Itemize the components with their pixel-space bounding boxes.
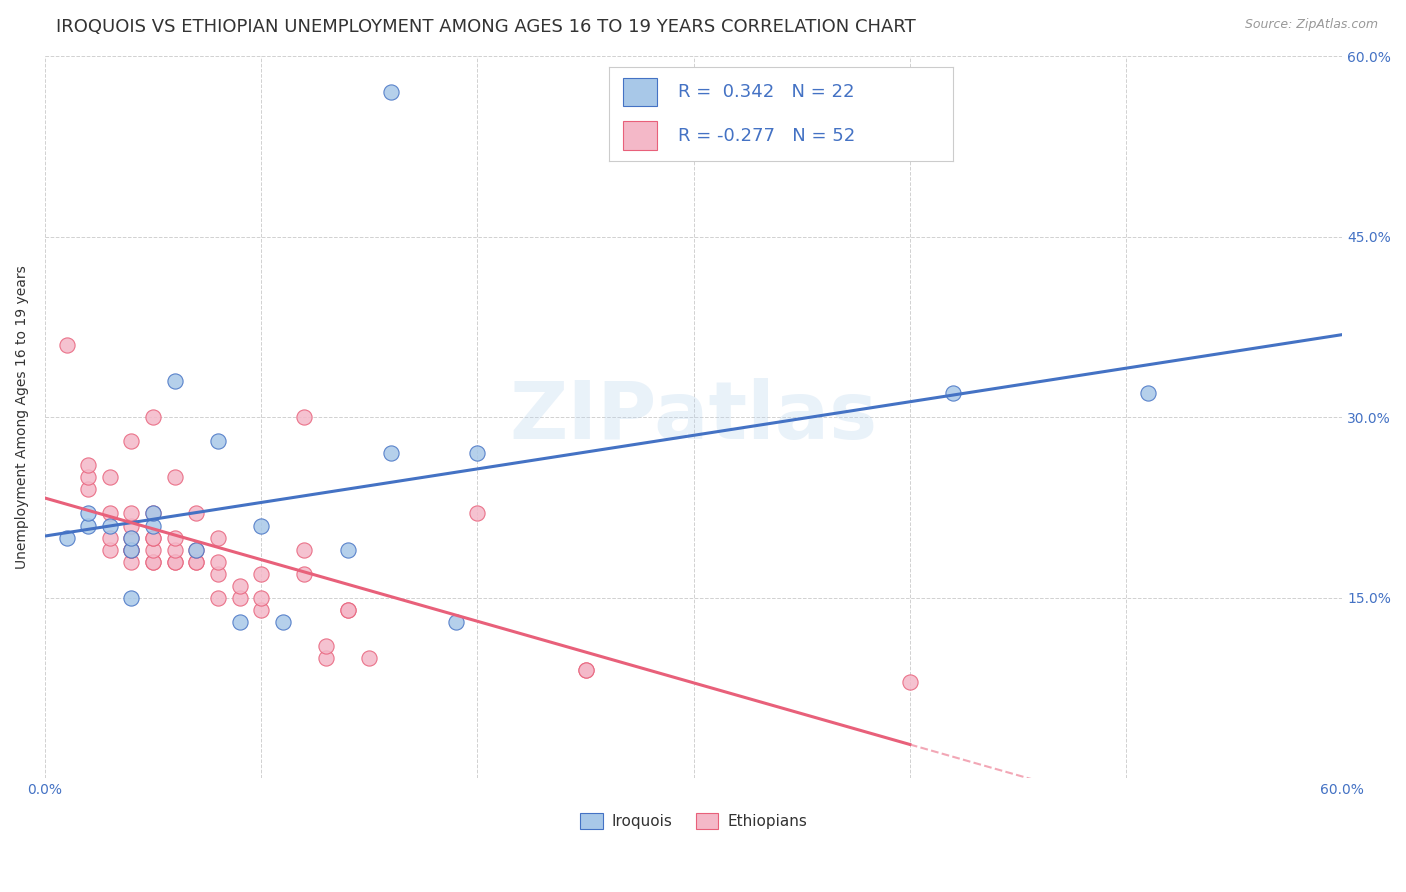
Point xyxy=(228,579,250,593)
Point xyxy=(98,542,121,557)
Point xyxy=(315,651,337,665)
Point xyxy=(98,507,121,521)
Point xyxy=(250,518,273,533)
Point xyxy=(294,566,316,581)
Point xyxy=(467,446,489,460)
Y-axis label: Unemployment Among Ages 16 to 19 years: Unemployment Among Ages 16 to 19 years xyxy=(15,265,30,569)
Point xyxy=(574,663,596,677)
Point xyxy=(120,531,142,545)
Point xyxy=(120,507,142,521)
Point xyxy=(77,458,100,473)
Point xyxy=(142,507,165,521)
Point xyxy=(163,374,186,388)
Point xyxy=(207,434,229,449)
Point xyxy=(207,566,229,581)
Point xyxy=(163,531,186,545)
Point xyxy=(359,651,381,665)
Point xyxy=(120,542,142,557)
Point xyxy=(250,591,273,605)
Point xyxy=(98,518,121,533)
Point xyxy=(163,470,186,484)
Point xyxy=(98,531,121,545)
Point xyxy=(120,555,142,569)
Point xyxy=(120,591,142,605)
Point xyxy=(142,507,165,521)
Point xyxy=(77,470,100,484)
Point xyxy=(467,507,489,521)
Point xyxy=(380,85,402,99)
Point xyxy=(77,483,100,497)
Point xyxy=(142,518,165,533)
Point xyxy=(163,555,186,569)
Point xyxy=(120,542,142,557)
Point xyxy=(55,531,77,545)
Point xyxy=(186,542,208,557)
Point xyxy=(186,555,208,569)
Point xyxy=(186,542,208,557)
Legend: Iroquois, Ethiopians: Iroquois, Ethiopians xyxy=(574,807,814,836)
Point xyxy=(294,410,316,425)
Point xyxy=(228,615,250,629)
Point xyxy=(163,542,186,557)
Point xyxy=(271,615,294,629)
Point xyxy=(898,675,921,690)
Point xyxy=(120,518,142,533)
Point xyxy=(574,663,596,677)
Point xyxy=(315,639,337,653)
Text: Source: ZipAtlas.com: Source: ZipAtlas.com xyxy=(1244,18,1378,31)
Point xyxy=(444,615,467,629)
Point xyxy=(142,531,165,545)
Point xyxy=(77,518,100,533)
Text: IROQUOIS VS ETHIOPIAN UNEMPLOYMENT AMONG AGES 16 TO 19 YEARS CORRELATION CHART: IROQUOIS VS ETHIOPIAN UNEMPLOYMENT AMONG… xyxy=(56,18,915,36)
Point xyxy=(294,542,316,557)
Point xyxy=(186,555,208,569)
Point xyxy=(55,338,77,352)
Point xyxy=(1136,386,1159,401)
Point xyxy=(207,555,229,569)
Point xyxy=(186,507,208,521)
Point xyxy=(77,507,100,521)
Point xyxy=(336,542,359,557)
Point xyxy=(98,470,121,484)
Point xyxy=(250,566,273,581)
Point xyxy=(250,603,273,617)
Point xyxy=(142,531,165,545)
Point xyxy=(207,531,229,545)
Point xyxy=(142,542,165,557)
Point xyxy=(163,555,186,569)
Point xyxy=(942,386,965,401)
Point xyxy=(142,410,165,425)
Text: ZIPatlas: ZIPatlas xyxy=(509,378,877,456)
Point xyxy=(380,446,402,460)
Point xyxy=(142,555,165,569)
Point xyxy=(120,434,142,449)
Point xyxy=(207,591,229,605)
Point xyxy=(142,555,165,569)
Point xyxy=(336,603,359,617)
Point xyxy=(120,531,142,545)
Point xyxy=(228,591,250,605)
Point xyxy=(120,542,142,557)
Point xyxy=(336,603,359,617)
